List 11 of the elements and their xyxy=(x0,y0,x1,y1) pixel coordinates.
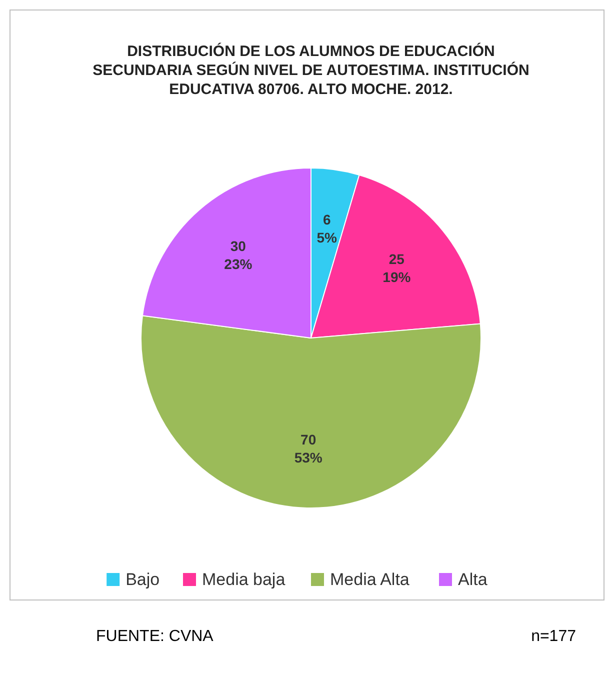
legend-label: Media Alta xyxy=(330,570,410,589)
source-note: FUENTE: CVNA xyxy=(96,628,214,645)
data-label: 30 23% xyxy=(224,238,253,272)
text: n=177 xyxy=(531,628,576,645)
data-label: 25 19% xyxy=(382,251,412,286)
data-label: 70 53% xyxy=(294,431,323,466)
data-label: 6 5% xyxy=(316,212,338,246)
chart-title: DISTRIBUCIÓN DE LOS ALUMNOS DE EDUCACIÓN SECUNDARIA SEGÚN NIVEL DE AUTOESTIMA. INSTITUCIÓN EDUCATIVA 80706. ALTO MOCHE. 2012. xyxy=(92,42,530,98)
legend-label: Media baja xyxy=(202,570,286,589)
legend-label: Alta xyxy=(458,570,488,589)
legend-label: Bajo xyxy=(126,570,160,589)
